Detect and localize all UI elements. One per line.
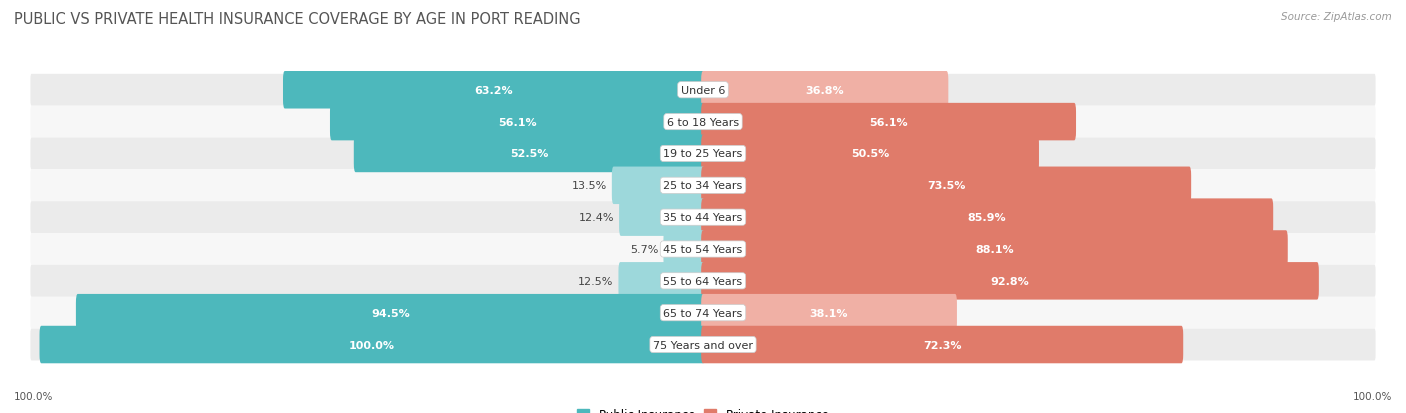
Text: 25 to 34 Years: 25 to 34 Years (664, 181, 742, 191)
Text: 88.1%: 88.1% (976, 244, 1014, 254)
FancyBboxPatch shape (31, 265, 1375, 297)
Text: 63.2%: 63.2% (475, 85, 513, 95)
FancyBboxPatch shape (702, 135, 1039, 173)
Text: 12.5%: 12.5% (578, 276, 613, 286)
Text: 72.3%: 72.3% (922, 340, 962, 350)
Text: 92.8%: 92.8% (991, 276, 1029, 286)
Text: Source: ZipAtlas.com: Source: ZipAtlas.com (1281, 12, 1392, 22)
Text: 100.0%: 100.0% (349, 340, 395, 350)
Text: 55 to 64 Years: 55 to 64 Years (664, 276, 742, 286)
FancyBboxPatch shape (31, 138, 1375, 170)
FancyBboxPatch shape (31, 170, 1375, 202)
Text: 94.5%: 94.5% (371, 308, 409, 318)
FancyBboxPatch shape (354, 135, 704, 173)
Text: 35 to 44 Years: 35 to 44 Years (664, 213, 742, 223)
FancyBboxPatch shape (619, 199, 704, 236)
FancyBboxPatch shape (330, 104, 704, 141)
FancyBboxPatch shape (76, 294, 704, 332)
FancyBboxPatch shape (702, 326, 1184, 363)
FancyBboxPatch shape (31, 202, 1375, 233)
Text: 12.4%: 12.4% (579, 213, 614, 223)
Text: 73.5%: 73.5% (927, 181, 966, 191)
Text: 5.7%: 5.7% (630, 244, 658, 254)
FancyBboxPatch shape (702, 231, 1288, 268)
Text: 52.5%: 52.5% (510, 149, 548, 159)
FancyBboxPatch shape (702, 294, 957, 332)
Text: 50.5%: 50.5% (851, 149, 889, 159)
Legend: Public Insurance, Private Insurance: Public Insurance, Private Insurance (572, 403, 834, 413)
FancyBboxPatch shape (31, 329, 1375, 361)
FancyBboxPatch shape (31, 297, 1375, 329)
FancyBboxPatch shape (702, 72, 948, 109)
Text: 36.8%: 36.8% (806, 85, 844, 95)
Text: Under 6: Under 6 (681, 85, 725, 95)
FancyBboxPatch shape (39, 326, 704, 363)
Text: 100.0%: 100.0% (14, 391, 53, 401)
Text: 100.0%: 100.0% (1353, 391, 1392, 401)
Text: 13.5%: 13.5% (572, 181, 607, 191)
Text: 75 Years and over: 75 Years and over (652, 340, 754, 350)
Text: PUBLIC VS PRIVATE HEALTH INSURANCE COVERAGE BY AGE IN PORT READING: PUBLIC VS PRIVATE HEALTH INSURANCE COVER… (14, 12, 581, 27)
FancyBboxPatch shape (664, 231, 704, 268)
Text: 38.1%: 38.1% (810, 308, 848, 318)
Text: 19 to 25 Years: 19 to 25 Years (664, 149, 742, 159)
Text: 56.1%: 56.1% (498, 117, 537, 127)
FancyBboxPatch shape (612, 167, 704, 204)
Text: 65 to 74 Years: 65 to 74 Years (664, 308, 742, 318)
Text: 85.9%: 85.9% (967, 213, 1007, 223)
FancyBboxPatch shape (619, 262, 704, 300)
FancyBboxPatch shape (702, 262, 1319, 300)
FancyBboxPatch shape (31, 233, 1375, 265)
Text: 45 to 54 Years: 45 to 54 Years (664, 244, 742, 254)
FancyBboxPatch shape (702, 167, 1191, 204)
Text: 6 to 18 Years: 6 to 18 Years (666, 117, 740, 127)
FancyBboxPatch shape (31, 75, 1375, 107)
FancyBboxPatch shape (283, 72, 704, 109)
FancyBboxPatch shape (702, 199, 1274, 236)
FancyBboxPatch shape (702, 104, 1076, 141)
FancyBboxPatch shape (31, 107, 1375, 138)
Text: 56.1%: 56.1% (869, 117, 908, 127)
